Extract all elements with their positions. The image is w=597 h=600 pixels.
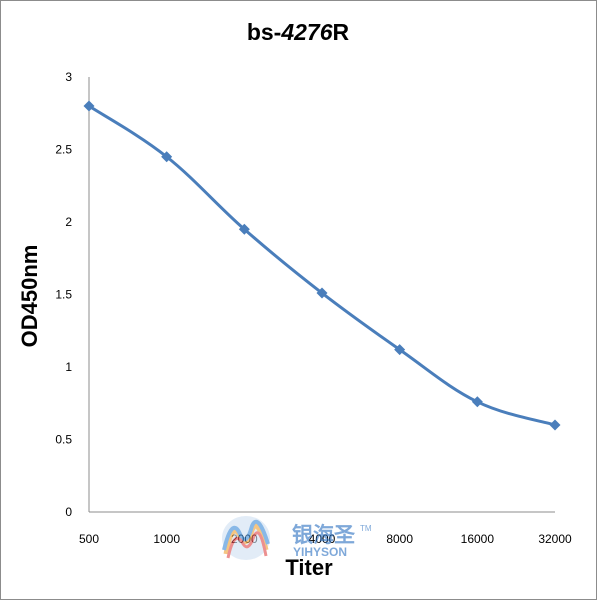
x-tick-label: 500 xyxy=(79,532,99,546)
y-tick-label: 1.5 xyxy=(55,288,72,302)
x-tick-label: 32000 xyxy=(538,532,572,546)
yihyson-watermark-logo: 银海圣 TM YIHYSON xyxy=(222,516,372,560)
x-axis-title: Titer xyxy=(285,555,333,580)
y-tick-label: 2 xyxy=(65,215,72,229)
data-point-marker xyxy=(238,223,250,235)
data-point-marker xyxy=(471,396,483,408)
watermark-tm: TM xyxy=(360,524,372,533)
x-tick-label: 8000 xyxy=(386,532,413,546)
y-tick-label: 3 xyxy=(65,70,72,84)
series-line xyxy=(88,104,556,427)
y-tick-label: 0.5 xyxy=(55,433,72,447)
y-tick-label: 0 xyxy=(65,505,72,519)
title-prefix: bs- xyxy=(247,19,282,45)
watermark-brand-en: YIHYSON xyxy=(293,545,347,559)
data-point-marker xyxy=(394,344,406,356)
title-number: 4276 xyxy=(280,19,332,45)
data-point-marker xyxy=(161,151,173,163)
wave-logo-icon xyxy=(222,516,270,560)
x-tick-label: 4000 xyxy=(309,532,336,546)
data-point-marker xyxy=(549,419,561,431)
data-point-marker xyxy=(316,287,328,299)
x-tick-label: 1000 xyxy=(153,532,180,546)
data-point-marker xyxy=(83,100,95,112)
series-markers xyxy=(83,100,561,431)
y-tick-label: 2.5 xyxy=(55,143,72,157)
x-tick-label: 16000 xyxy=(461,532,495,546)
y-tick-label: 1 xyxy=(65,360,72,374)
chart-title: bs-4276R xyxy=(247,19,350,45)
y-ticks: 0 0.5 1 1.5 2 2.5 3 xyxy=(55,70,72,519)
watermark-brand-cn: 银海圣 xyxy=(292,523,356,547)
title-suffix: R xyxy=(333,19,350,45)
y-axis-title: OD450nm xyxy=(17,245,42,348)
